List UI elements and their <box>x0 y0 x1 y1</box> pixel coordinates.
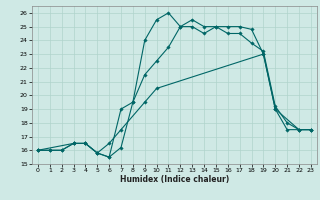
X-axis label: Humidex (Indice chaleur): Humidex (Indice chaleur) <box>120 175 229 184</box>
